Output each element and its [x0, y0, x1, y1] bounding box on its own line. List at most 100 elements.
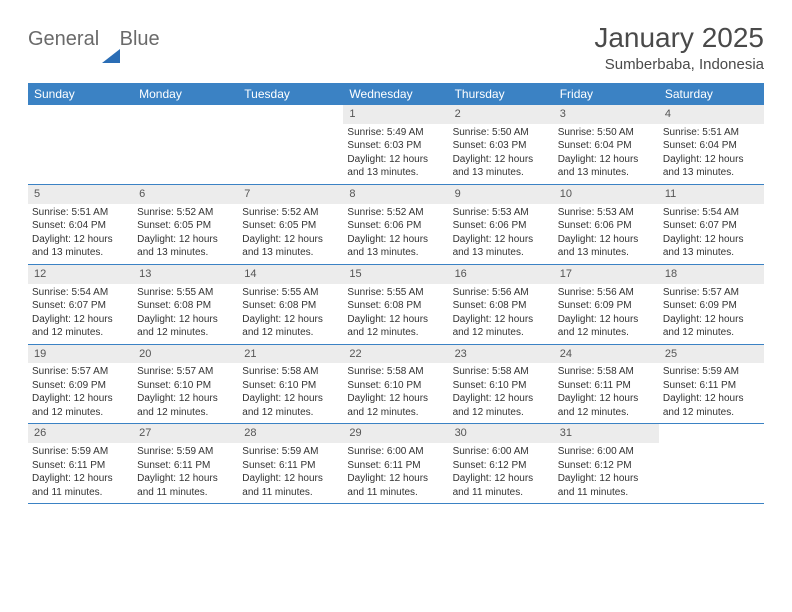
daylight-text: Daylight: 12 hours and 13 minutes.	[663, 153, 760, 180]
sunrise-text: Sunrise: 5:52 AM	[347, 206, 444, 220]
sunrise-text: Sunrise: 5:58 AM	[242, 365, 339, 379]
weekday-header: Saturday	[659, 83, 764, 105]
sunset-text: Sunset: 6:11 PM	[558, 379, 655, 393]
day-cell	[659, 424, 764, 503]
day-cell: 28Sunrise: 5:59 AMSunset: 6:11 PMDayligh…	[238, 424, 343, 503]
day-number: 10	[554, 185, 659, 204]
sunrise-text: Sunrise: 5:54 AM	[32, 286, 129, 300]
daylight-text: Daylight: 12 hours and 12 minutes.	[137, 392, 234, 419]
day-info: Sunrise: 5:58 AMSunset: 6:10 PMDaylight:…	[238, 363, 343, 423]
day-cell: 9Sunrise: 5:53 AMSunset: 6:06 PMDaylight…	[449, 185, 554, 264]
day-cell: 5Sunrise: 5:51 AMSunset: 6:04 PMDaylight…	[28, 185, 133, 264]
sunset-text: Sunset: 6:12 PM	[558, 459, 655, 473]
location-label: Sumberbaba, Indonesia	[594, 56, 764, 73]
daylight-text: Daylight: 12 hours and 13 minutes.	[137, 233, 234, 260]
day-number: 14	[238, 265, 343, 284]
day-cell: 7Sunrise: 5:52 AMSunset: 6:05 PMDaylight…	[238, 185, 343, 264]
day-info: Sunrise: 5:52 AMSunset: 6:05 PMDaylight:…	[133, 204, 238, 264]
daylight-text: Daylight: 12 hours and 12 minutes.	[242, 313, 339, 340]
day-info: Sunrise: 5:55 AMSunset: 6:08 PMDaylight:…	[343, 284, 448, 344]
day-cell: 8Sunrise: 5:52 AMSunset: 6:06 PMDaylight…	[343, 185, 448, 264]
day-number: 4	[659, 105, 764, 124]
sunrise-text: Sunrise: 5:52 AM	[242, 206, 339, 220]
day-number: 12	[28, 265, 133, 284]
day-cell: 10Sunrise: 5:53 AMSunset: 6:06 PMDayligh…	[554, 185, 659, 264]
sunset-text: Sunset: 6:03 PM	[453, 139, 550, 153]
day-number: 28	[238, 424, 343, 443]
sunrise-text: Sunrise: 5:58 AM	[347, 365, 444, 379]
day-number: 29	[343, 424, 448, 443]
day-cell: 12Sunrise: 5:54 AMSunset: 6:07 PMDayligh…	[28, 265, 133, 344]
day-cell: 22Sunrise: 5:58 AMSunset: 6:10 PMDayligh…	[343, 345, 448, 424]
daylight-text: Daylight: 12 hours and 12 minutes.	[663, 313, 760, 340]
day-cell: 30Sunrise: 6:00 AMSunset: 6:12 PMDayligh…	[449, 424, 554, 503]
day-cell: 21Sunrise: 5:58 AMSunset: 6:10 PMDayligh…	[238, 345, 343, 424]
day-info: Sunrise: 5:55 AMSunset: 6:08 PMDaylight:…	[238, 284, 343, 344]
daylight-text: Daylight: 12 hours and 11 minutes.	[347, 472, 444, 499]
sunrise-text: Sunrise: 5:57 AM	[663, 286, 760, 300]
sunrise-text: Sunrise: 5:52 AM	[137, 206, 234, 220]
sunrise-text: Sunrise: 5:55 AM	[137, 286, 234, 300]
day-cell: 1Sunrise: 5:49 AMSunset: 6:03 PMDaylight…	[343, 105, 448, 184]
sunset-text: Sunset: 6:04 PM	[32, 219, 129, 233]
daylight-text: Daylight: 12 hours and 12 minutes.	[453, 392, 550, 419]
day-cell: 3Sunrise: 5:50 AMSunset: 6:04 PMDaylight…	[554, 105, 659, 184]
sunset-text: Sunset: 6:11 PM	[347, 459, 444, 473]
sunrise-text: Sunrise: 5:51 AM	[663, 126, 760, 140]
day-cell: 2Sunrise: 5:50 AMSunset: 6:03 PMDaylight…	[449, 105, 554, 184]
day-info: Sunrise: 5:51 AMSunset: 6:04 PMDaylight:…	[28, 204, 133, 264]
sunset-text: Sunset: 6:08 PM	[242, 299, 339, 313]
day-cell: 4Sunrise: 5:51 AMSunset: 6:04 PMDaylight…	[659, 105, 764, 184]
week-row: 19Sunrise: 5:57 AMSunset: 6:09 PMDayligh…	[28, 345, 764, 425]
day-info: Sunrise: 5:49 AMSunset: 6:03 PMDaylight:…	[343, 124, 448, 184]
day-cell: 27Sunrise: 5:59 AMSunset: 6:11 PMDayligh…	[133, 424, 238, 503]
sunset-text: Sunset: 6:10 PM	[137, 379, 234, 393]
weekday-header-row: Sunday Monday Tuesday Wednesday Thursday…	[28, 83, 764, 105]
sunrise-text: Sunrise: 6:00 AM	[453, 445, 550, 459]
day-number: 31	[554, 424, 659, 443]
daylight-text: Daylight: 12 hours and 13 minutes.	[558, 233, 655, 260]
week-row: 12Sunrise: 5:54 AMSunset: 6:07 PMDayligh…	[28, 265, 764, 345]
day-info: Sunrise: 5:59 AMSunset: 6:11 PMDaylight:…	[659, 363, 764, 423]
sunset-text: Sunset: 6:08 PM	[453, 299, 550, 313]
calendar-grid: Sunday Monday Tuesday Wednesday Thursday…	[28, 83, 764, 504]
sunrise-text: Sunrise: 5:53 AM	[558, 206, 655, 220]
day-number: 16	[449, 265, 554, 284]
sunrise-text: Sunrise: 5:59 AM	[137, 445, 234, 459]
day-cell: 26Sunrise: 5:59 AMSunset: 6:11 PMDayligh…	[28, 424, 133, 503]
day-info: Sunrise: 5:57 AMSunset: 6:09 PMDaylight:…	[28, 363, 133, 423]
day-cell	[28, 105, 133, 184]
sunset-text: Sunset: 6:10 PM	[453, 379, 550, 393]
sunrise-text: Sunrise: 5:58 AM	[453, 365, 550, 379]
sunset-text: Sunset: 6:04 PM	[558, 139, 655, 153]
week-row: 1Sunrise: 5:49 AMSunset: 6:03 PMDaylight…	[28, 105, 764, 185]
daylight-text: Daylight: 12 hours and 13 minutes.	[663, 233, 760, 260]
day-number: 24	[554, 345, 659, 364]
day-number: 23	[449, 345, 554, 364]
sunset-text: Sunset: 6:11 PM	[137, 459, 234, 473]
daylight-text: Daylight: 12 hours and 11 minutes.	[558, 472, 655, 499]
sunset-text: Sunset: 6:03 PM	[347, 139, 444, 153]
sunrise-text: Sunrise: 5:59 AM	[663, 365, 760, 379]
daylight-text: Daylight: 12 hours and 13 minutes.	[347, 153, 444, 180]
sunset-text: Sunset: 6:07 PM	[663, 219, 760, 233]
daylight-text: Daylight: 12 hours and 12 minutes.	[347, 392, 444, 419]
day-number: 17	[554, 265, 659, 284]
weekday-header: Thursday	[449, 83, 554, 105]
sunrise-text: Sunrise: 5:59 AM	[32, 445, 129, 459]
day-number: 22	[343, 345, 448, 364]
sunrise-text: Sunrise: 5:50 AM	[558, 126, 655, 140]
day-info: Sunrise: 5:53 AMSunset: 6:06 PMDaylight:…	[449, 204, 554, 264]
day-cell	[238, 105, 343, 184]
day-number: 6	[133, 185, 238, 204]
day-cell: 13Sunrise: 5:55 AMSunset: 6:08 PMDayligh…	[133, 265, 238, 344]
daylight-text: Daylight: 12 hours and 13 minutes.	[242, 233, 339, 260]
sunrise-text: Sunrise: 5:55 AM	[242, 286, 339, 300]
sunrise-text: Sunrise: 5:49 AM	[347, 126, 444, 140]
day-cell: 31Sunrise: 6:00 AMSunset: 6:12 PMDayligh…	[554, 424, 659, 503]
sunset-text: Sunset: 6:08 PM	[137, 299, 234, 313]
page-header: General Blue January 2025 Sumberbaba, In…	[28, 22, 764, 73]
day-number: 25	[659, 345, 764, 364]
daylight-text: Daylight: 12 hours and 13 minutes.	[347, 233, 444, 260]
day-number: 13	[133, 265, 238, 284]
